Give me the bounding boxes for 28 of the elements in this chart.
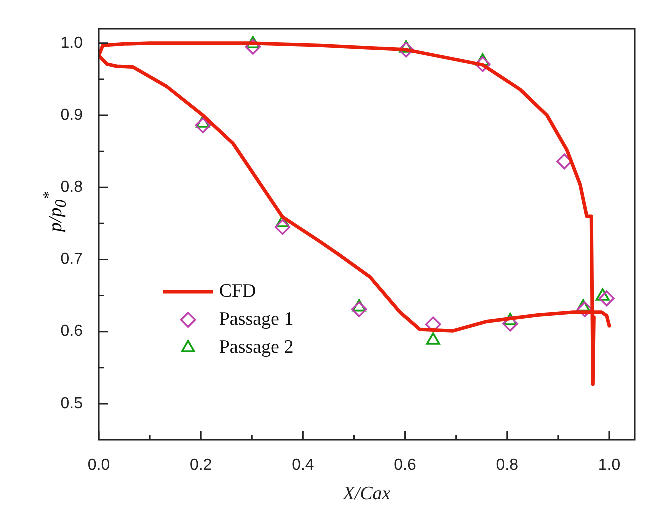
- point: [398, 42, 414, 58]
- x-tick-label: 0.2: [190, 457, 212, 474]
- point: [425, 316, 442, 333]
- x-tick-label: 0.0: [88, 457, 110, 474]
- legend-label: Passage 2: [219, 337, 294, 358]
- x-tick-label: 1.0: [598, 457, 621, 474]
- x-tick-label: 0.8: [496, 457, 519, 474]
- x-axis-title: X/Cax: [342, 484, 392, 505]
- x-tick-label: 0.6: [394, 457, 417, 474]
- y-tick-label: 0.6: [60, 323, 84, 340]
- y-tick-label: 1.0: [60, 34, 84, 52]
- point: [474, 56, 491, 72]
- y-tick-label: 0.8: [60, 179, 84, 196]
- point: [556, 154, 572, 170]
- y-tick-label: 0.5: [60, 395, 84, 412]
- point: [351, 302, 368, 318]
- x-tick-label: 0.4: [292, 457, 314, 474]
- point: [274, 219, 291, 236]
- point: [502, 316, 518, 332]
- point: [577, 302, 593, 318]
- point: [599, 290, 615, 307]
- point: [195, 118, 212, 134]
- legend-label: Passage 1: [219, 309, 294, 330]
- y-tick-label: 0.7: [60, 251, 84, 268]
- point: [246, 36, 260, 49]
- legend-label: CFD: [219, 281, 256, 302]
- y-tick-label: 0.9: [60, 106, 84, 124]
- point: [245, 39, 262, 55]
